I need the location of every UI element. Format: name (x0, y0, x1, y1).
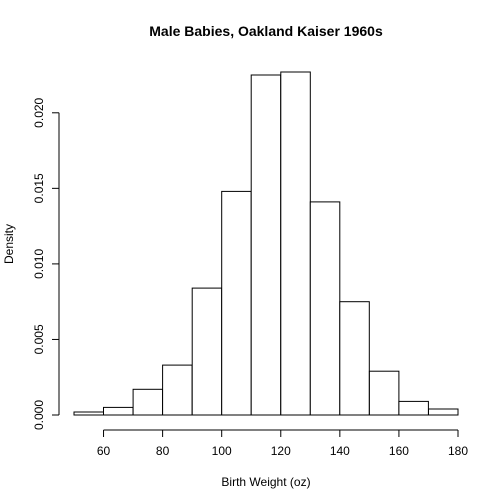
y-tick-label: 0.020 (32, 97, 46, 127)
x-tick-label: 80 (156, 444, 170, 458)
histogram-bar (280, 71, 311, 416)
x-tick-label: 180 (448, 444, 468, 458)
histogram-bar (309, 201, 341, 416)
histogram-bar (221, 190, 252, 416)
x-tick-label: 60 (97, 444, 111, 458)
histogram-bar (73, 411, 104, 416)
x-tick-label: 140 (330, 444, 350, 458)
histogram-bar (250, 74, 282, 416)
bars-group (73, 71, 459, 416)
histogram-bar (162, 364, 193, 416)
chart-title: Male Babies, Oakland Kaiser 1960s (149, 23, 383, 39)
histogram-bar (398, 400, 429, 416)
y-axis-label: Density (2, 224, 16, 264)
histogram-bar (428, 408, 459, 416)
histogram-bar (132, 388, 164, 416)
y-axis: 0.000 0.005 0.010 0.015 0.020 (32, 97, 60, 430)
x-tick-label: 120 (271, 444, 291, 458)
x-tick-label: 100 (212, 444, 232, 458)
histogram-bar (103, 406, 134, 416)
histogram-bar (339, 301, 370, 416)
histogram-bar (368, 370, 400, 416)
histogram-bar (191, 287, 223, 416)
x-axis: 60 80 100 120 140 160 180 (97, 429, 468, 458)
y-tick-label: 0.015 (32, 173, 46, 203)
x-tick-label: 160 (389, 444, 409, 458)
y-tick-label: 0.010 (32, 249, 46, 279)
y-tick-label: 0.000 (32, 400, 46, 430)
x-axis-label: Birth Weight (oz) (221, 475, 310, 489)
y-tick-label: 0.005 (32, 324, 46, 354)
